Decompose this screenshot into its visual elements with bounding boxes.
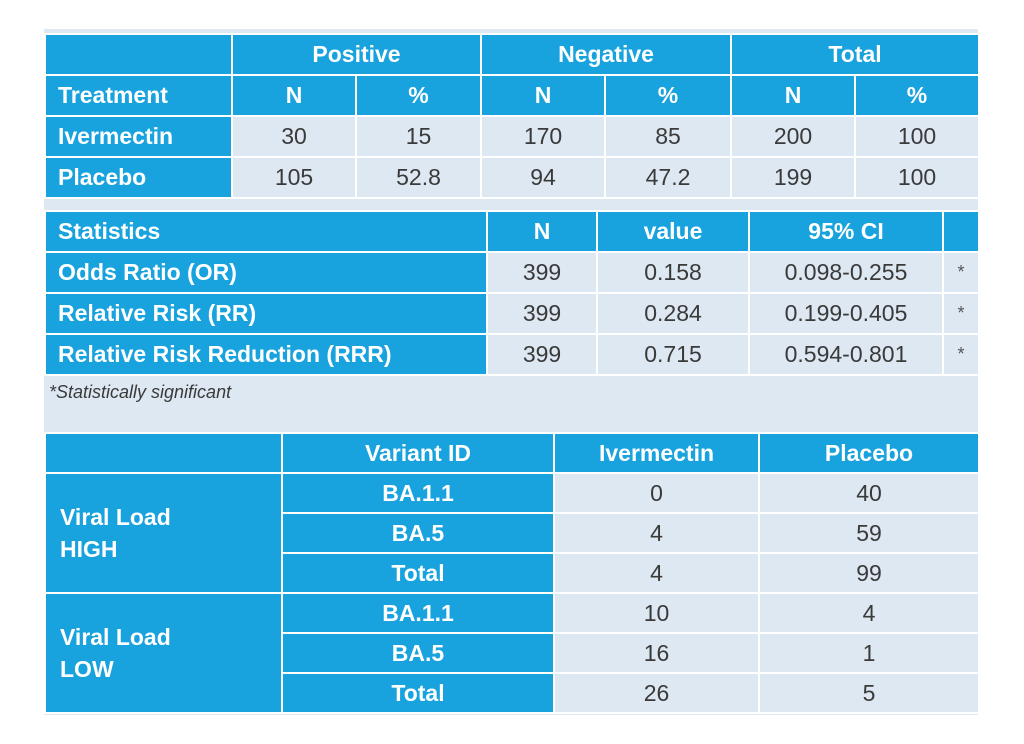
column-header: 95% CI [748, 210, 944, 253]
group-header-total: Total [729, 33, 981, 76]
viral-load-label-line2: HIGH [60, 536, 118, 562]
table-cell: 0.715 [596, 333, 750, 376]
table-cell: 100 [853, 115, 981, 158]
table-row: Total 26 5 [45, 672, 980, 714]
viral-load-label-line1: Viral Load [60, 624, 171, 650]
column-header: Placebo [758, 432, 980, 474]
table-cell: 0.098-0.255 [748, 251, 944, 294]
table-row: Statistics N value 95% CI [44, 210, 980, 253]
table-cell: 0 [553, 472, 760, 514]
row-label: Odds Ratio (OR) [44, 251, 488, 294]
table-cell: 40 [758, 472, 980, 514]
table-cell: 399 [486, 292, 598, 335]
table-cell: 4 [553, 512, 760, 554]
outcome-table: Positive Negative Total Treatment N % N … [44, 33, 981, 199]
row-label: Relative Risk (RR) [44, 292, 488, 335]
variant-id: Total [281, 672, 555, 714]
table-cell: 52.8 [355, 156, 482, 199]
group-header-positive: Positive [231, 33, 482, 76]
column-header: N [231, 74, 357, 117]
table-row: Variant ID Ivermectin Placebo [44, 432, 980, 474]
table-cell: 0.158 [596, 251, 750, 294]
variant-id: BA.1.1 [281, 592, 555, 634]
table-cell: 0.199-0.405 [748, 292, 944, 335]
column-header: Ivermectin [553, 432, 760, 474]
viral-load-high-label: Viral Load HIGH [44, 472, 283, 594]
column-header: N [486, 210, 598, 253]
significance-marker: * [942, 333, 980, 376]
group-header-negative: Negative [480, 33, 732, 76]
table-row: Ivermectin 30 15 170 85 200 100 [44, 115, 981, 158]
table-cell: 5 [758, 672, 980, 714]
statistics-table: Statistics N value 95% CI Odds Ratio (OR… [44, 210, 980, 376]
viral-load-label-line1: Viral Load [60, 504, 171, 530]
table-cell: 4 [553, 552, 760, 594]
table-cell: 100 [853, 156, 981, 199]
table-row: Odds Ratio (OR) 399 0.158 0.098-0.255 * [44, 251, 980, 294]
table-cell: 199 [730, 156, 856, 199]
table-row: BA.5 4 59 [45, 512, 980, 554]
column-header: N [730, 74, 856, 117]
table-row: Positive Negative Total [44, 33, 981, 76]
variant-id: Total [281, 552, 555, 594]
table-cell: 399 [486, 333, 598, 376]
viral-load-table: Variant ID Ivermectin Placebo Viral Load… [44, 432, 980, 714]
row-label: Relative Risk Reduction (RRR) [44, 333, 488, 376]
column-header: % [355, 74, 482, 117]
table-cell: 99 [758, 552, 980, 594]
table-row: Treatment N % N % N % [44, 74, 981, 117]
row-label: Ivermectin [44, 115, 233, 158]
table-cell: 399 [486, 251, 598, 294]
table-corner [44, 432, 283, 474]
table-row: Placebo 105 52.8 94 47.2 199 100 [44, 156, 981, 199]
table-row: Relative Risk Reduction (RRR) 399 0.715 … [44, 333, 980, 376]
column-header: % [604, 74, 732, 117]
table-cell: 16 [553, 632, 760, 674]
viral-load-low-label: Viral Load LOW [44, 592, 283, 714]
table-cell: 15 [355, 115, 482, 158]
variant-id: BA.1.1 [281, 472, 555, 514]
table-cell: 200 [730, 115, 856, 158]
column-header: Variant ID [281, 432, 555, 474]
table-cell: 30 [231, 115, 357, 158]
column-header [942, 210, 980, 253]
table-cell: 85 [604, 115, 732, 158]
column-header: % [853, 74, 981, 117]
table-row: Relative Risk (RR) 399 0.284 0.199-0.405… [44, 292, 980, 335]
column-header: Treatment [44, 74, 233, 117]
column-header: value [596, 210, 750, 253]
variant-id: BA.5 [281, 632, 555, 674]
table-corner [44, 33, 233, 76]
table-cell: 0.284 [596, 292, 750, 335]
variant-id: BA.5 [281, 512, 555, 554]
table-cell: 1 [758, 632, 980, 674]
table-cell: 59 [758, 512, 980, 554]
table-row: Viral Load HIGH BA.1.1 0 40 [44, 472, 980, 594]
significance-footnote: *Statistically significant [49, 382, 232, 402]
table-cell: 94 [480, 156, 606, 199]
table-row: Total 4 99 [45, 552, 980, 594]
table-cell: 47.2 [604, 156, 732, 199]
table-cell: 0.594-0.801 [748, 333, 944, 376]
table-row: Viral Load LOW BA.1.1 10 4 [44, 592, 980, 714]
table-row: BA.5 16 1 [45, 632, 980, 674]
viral-load-label-line2: LOW [60, 656, 114, 682]
table-cell: 26 [553, 672, 760, 714]
significance-marker: * [942, 292, 980, 335]
table-cell: 10 [553, 592, 760, 634]
table-cell: 170 [480, 115, 606, 158]
column-header: Statistics [44, 210, 488, 253]
row-label: Placebo [44, 156, 233, 199]
significance-marker: * [942, 251, 980, 294]
table-cell: 4 [758, 592, 980, 634]
column-header: N [480, 74, 606, 117]
table-cell: 105 [231, 156, 357, 199]
